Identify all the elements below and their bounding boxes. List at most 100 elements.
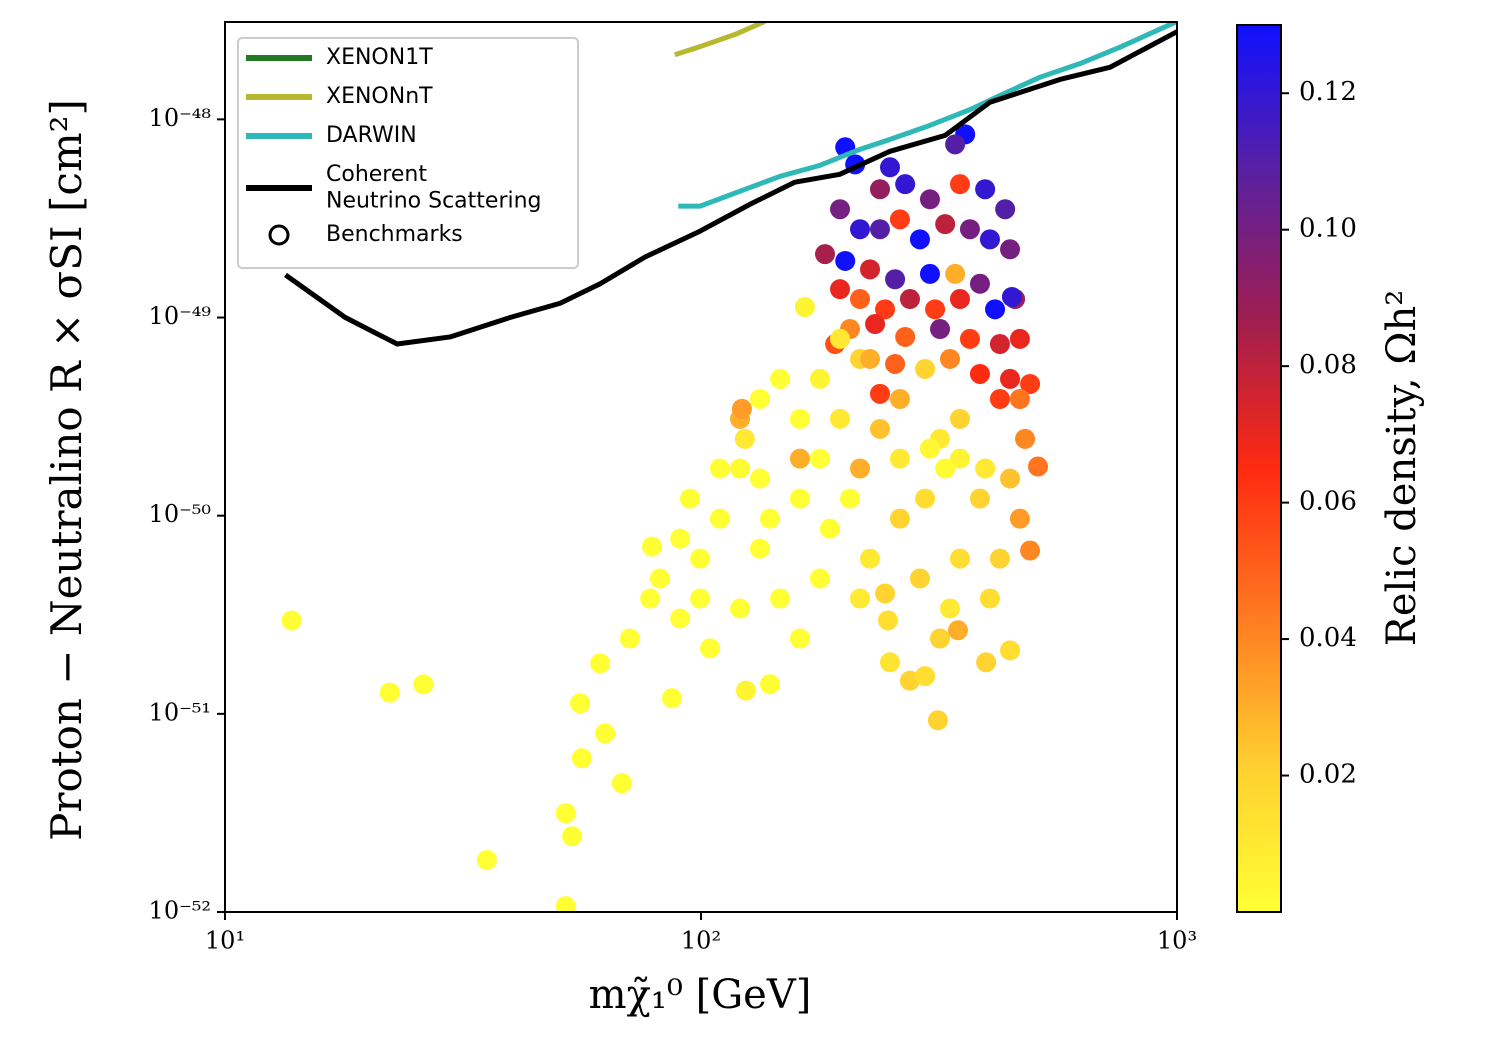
point bbox=[642, 536, 663, 557]
point bbox=[875, 583, 896, 604]
point bbox=[1000, 468, 1021, 489]
plot-area bbox=[281, 22, 1177, 912]
point bbox=[1020, 373, 1041, 394]
point bbox=[915, 666, 936, 687]
point bbox=[869, 219, 890, 240]
point bbox=[875, 299, 896, 320]
point bbox=[815, 244, 836, 265]
y-tick-label: 10⁻⁵² bbox=[149, 897, 211, 925]
point bbox=[1000, 368, 1021, 389]
point bbox=[690, 548, 711, 569]
point bbox=[749, 468, 770, 489]
point bbox=[880, 157, 901, 178]
point bbox=[850, 588, 871, 609]
point bbox=[915, 358, 936, 379]
point bbox=[930, 628, 951, 649]
point bbox=[895, 326, 916, 347]
point bbox=[730, 598, 751, 619]
point bbox=[878, 610, 899, 631]
point bbox=[860, 348, 881, 369]
point bbox=[649, 568, 670, 589]
point bbox=[919, 189, 940, 210]
y-axis-label: Proton − Neutralino R × σSI [cm²] bbox=[42, 99, 91, 841]
point bbox=[948, 620, 969, 641]
point bbox=[979, 588, 1000, 609]
point bbox=[885, 269, 906, 290]
point bbox=[995, 199, 1016, 220]
colorbar-tick-label: 0.02 bbox=[1299, 760, 1357, 790]
point bbox=[949, 289, 970, 310]
point bbox=[749, 389, 770, 410]
point bbox=[789, 448, 810, 469]
point bbox=[700, 638, 721, 659]
point bbox=[885, 353, 906, 374]
point bbox=[899, 670, 920, 691]
point bbox=[1001, 286, 1022, 307]
point bbox=[915, 488, 936, 509]
colorbar-tick-label: 0.10 bbox=[1299, 214, 1357, 244]
point bbox=[835, 250, 856, 271]
x-axis-label: mχ̃₁⁰ [GeV] bbox=[589, 972, 812, 1018]
point bbox=[989, 389, 1010, 410]
colorbar-label: Relic density, Ωh² bbox=[1379, 290, 1425, 647]
point bbox=[925, 299, 946, 320]
point bbox=[889, 508, 910, 529]
point bbox=[919, 263, 940, 284]
limit-line bbox=[678, 22, 1177, 209]
point bbox=[945, 263, 966, 284]
point bbox=[969, 363, 990, 384]
point bbox=[1028, 456, 1049, 477]
point bbox=[939, 598, 960, 619]
point bbox=[909, 568, 930, 589]
point bbox=[555, 803, 576, 824]
point bbox=[759, 508, 780, 529]
point bbox=[830, 199, 851, 220]
limit-line bbox=[284, 29, 1177, 347]
point bbox=[595, 723, 616, 744]
point bbox=[611, 773, 632, 794]
point bbox=[789, 628, 810, 649]
colorbar-tick-label: 0.08 bbox=[1299, 350, 1357, 380]
legend-label: Benchmarks bbox=[326, 222, 463, 247]
point bbox=[989, 334, 1010, 355]
y-tick-label: 10⁻⁵¹ bbox=[149, 698, 211, 726]
point bbox=[839, 488, 860, 509]
point bbox=[880, 652, 901, 673]
point bbox=[770, 368, 791, 389]
point bbox=[809, 448, 830, 469]
point bbox=[889, 448, 910, 469]
point bbox=[1000, 239, 1021, 260]
point bbox=[969, 273, 990, 294]
point bbox=[979, 229, 1000, 250]
point bbox=[413, 674, 434, 695]
limit-line bbox=[674, 22, 766, 58]
point bbox=[619, 628, 640, 649]
point bbox=[679, 488, 700, 509]
point bbox=[476, 849, 497, 870]
point bbox=[895, 174, 916, 195]
point bbox=[1000, 640, 1021, 661]
point bbox=[809, 368, 830, 389]
legend-box bbox=[237, 37, 579, 269]
point bbox=[562, 826, 583, 847]
x-tick-label: 10¹ bbox=[205, 927, 245, 955]
point bbox=[789, 408, 810, 429]
point bbox=[975, 458, 996, 479]
colorbar bbox=[1236, 24, 1282, 913]
point bbox=[927, 710, 948, 731]
point bbox=[1020, 540, 1041, 561]
colorbar-tick-label: 0.04 bbox=[1299, 623, 1357, 653]
x-tick-label: 10² bbox=[681, 927, 721, 955]
legend-label: XENON1T bbox=[326, 45, 433, 70]
point bbox=[889, 209, 910, 230]
legend-label: DARWIN bbox=[326, 123, 417, 148]
point bbox=[1009, 328, 1030, 349]
point bbox=[555, 896, 576, 912]
point bbox=[850, 219, 871, 240]
point bbox=[976, 652, 997, 673]
point bbox=[789, 488, 810, 509]
point bbox=[670, 528, 691, 549]
point bbox=[899, 289, 920, 310]
y-tick-label: 10⁻⁴⁹ bbox=[149, 302, 212, 330]
point bbox=[949, 448, 970, 469]
